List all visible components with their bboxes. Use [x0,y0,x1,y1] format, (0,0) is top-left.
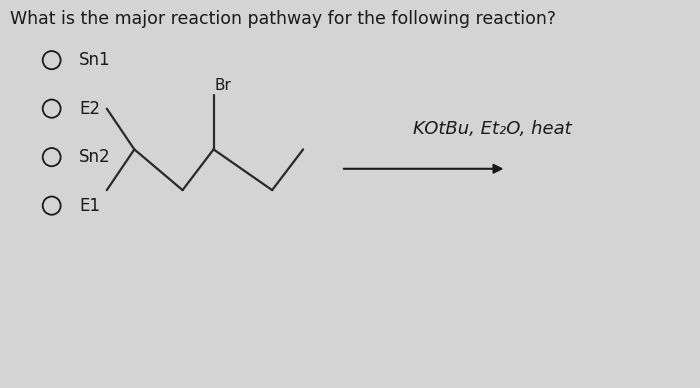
Text: Sn1: Sn1 [79,51,111,69]
Text: What is the major reaction pathway for the following reaction?: What is the major reaction pathway for t… [10,10,556,28]
Text: Br: Br [215,78,232,93]
Text: E2: E2 [79,100,100,118]
Text: Sn2: Sn2 [79,148,111,166]
Text: KOtBu, Et₂O, heat: KOtBu, Et₂O, heat [413,120,572,138]
Text: E1: E1 [79,197,100,215]
